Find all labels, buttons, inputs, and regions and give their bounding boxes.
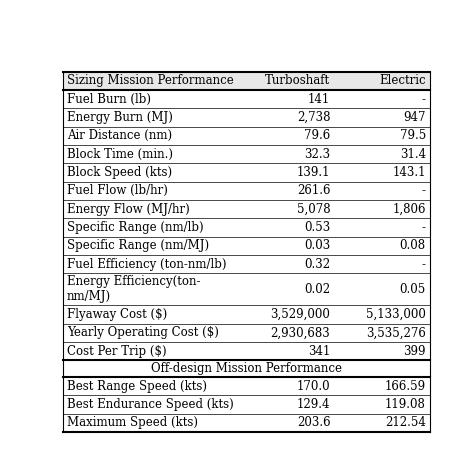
Text: 143.1: 143.1 <box>392 166 426 179</box>
Text: Cost Per Trip ($): Cost Per Trip ($) <box>66 345 166 358</box>
Text: Energy Burn (MJ): Energy Burn (MJ) <box>66 111 173 124</box>
Text: Sizing Mission Performance: Sizing Mission Performance <box>66 74 233 88</box>
Text: -: - <box>422 221 426 234</box>
Text: Yearly Operating Cost ($): Yearly Operating Cost ($) <box>66 327 219 339</box>
Text: Turboshaft: Turboshaft <box>265 74 330 88</box>
Text: 212.54: 212.54 <box>385 416 426 429</box>
Text: Best Range Speed (kts): Best Range Speed (kts) <box>66 379 207 393</box>
Text: Specific Range (nm/lb): Specific Range (nm/lb) <box>66 221 203 234</box>
Text: Energy Efficiency(ton-
nm/MJ): Energy Efficiency(ton- nm/MJ) <box>66 276 200 303</box>
Text: 0.02: 0.02 <box>304 283 330 296</box>
Text: 79.5: 79.5 <box>400 129 426 142</box>
Text: 31.4: 31.4 <box>400 148 426 161</box>
Text: -: - <box>422 93 426 106</box>
Text: 0.08: 0.08 <box>400 239 426 252</box>
Text: Electric: Electric <box>379 74 426 88</box>
Text: 2,930,683: 2,930,683 <box>271 327 330 339</box>
Text: Fuel Flow (lb/hr): Fuel Flow (lb/hr) <box>66 184 167 198</box>
Text: Fuel Efficiency (ton-nm/lb): Fuel Efficiency (ton-nm/lb) <box>66 258 226 271</box>
Text: 3,535,276: 3,535,276 <box>366 327 426 339</box>
Text: 399: 399 <box>403 345 426 358</box>
Text: Block Time (min.): Block Time (min.) <box>66 148 173 161</box>
Text: 203.6: 203.6 <box>297 416 330 429</box>
Text: 5,078: 5,078 <box>297 203 330 216</box>
Text: 947: 947 <box>403 111 426 124</box>
Text: Specific Range (nm/MJ): Specific Range (nm/MJ) <box>66 239 209 252</box>
Text: 261.6: 261.6 <box>297 184 330 198</box>
Text: Maximum Speed (kts): Maximum Speed (kts) <box>66 416 198 429</box>
Text: Block Speed (kts): Block Speed (kts) <box>66 166 172 179</box>
Text: Best Endurance Speed (kts): Best Endurance Speed (kts) <box>66 398 233 411</box>
Text: 141: 141 <box>308 93 330 106</box>
FancyBboxPatch shape <box>63 72 430 90</box>
Text: Off-design Mission Performance: Off-design Mission Performance <box>151 362 342 375</box>
Text: 129.4: 129.4 <box>297 398 330 411</box>
Text: 170.0: 170.0 <box>297 379 330 393</box>
Text: 341: 341 <box>308 345 330 358</box>
Text: -: - <box>422 184 426 198</box>
Text: 79.6: 79.6 <box>304 129 330 142</box>
Text: Flyaway Cost ($): Flyaway Cost ($) <box>66 308 167 321</box>
Text: 32.3: 32.3 <box>304 148 330 161</box>
Text: Air Distance (nm): Air Distance (nm) <box>66 129 172 142</box>
Text: 119.08: 119.08 <box>385 398 426 411</box>
Text: 1,806: 1,806 <box>392 203 426 216</box>
Text: 0.32: 0.32 <box>304 258 330 271</box>
Text: -: - <box>422 258 426 271</box>
Text: 0.53: 0.53 <box>304 221 330 234</box>
Text: Fuel Burn (lb): Fuel Burn (lb) <box>66 93 151 106</box>
Text: 139.1: 139.1 <box>297 166 330 179</box>
Text: 0.05: 0.05 <box>400 283 426 296</box>
Text: 2,738: 2,738 <box>297 111 330 124</box>
Text: 3,529,000: 3,529,000 <box>271 308 330 321</box>
Text: 0.03: 0.03 <box>304 239 330 252</box>
Text: 166.59: 166.59 <box>385 379 426 393</box>
Text: Energy Flow (MJ/hr): Energy Flow (MJ/hr) <box>66 203 189 216</box>
Text: 5,133,000: 5,133,000 <box>366 308 426 321</box>
